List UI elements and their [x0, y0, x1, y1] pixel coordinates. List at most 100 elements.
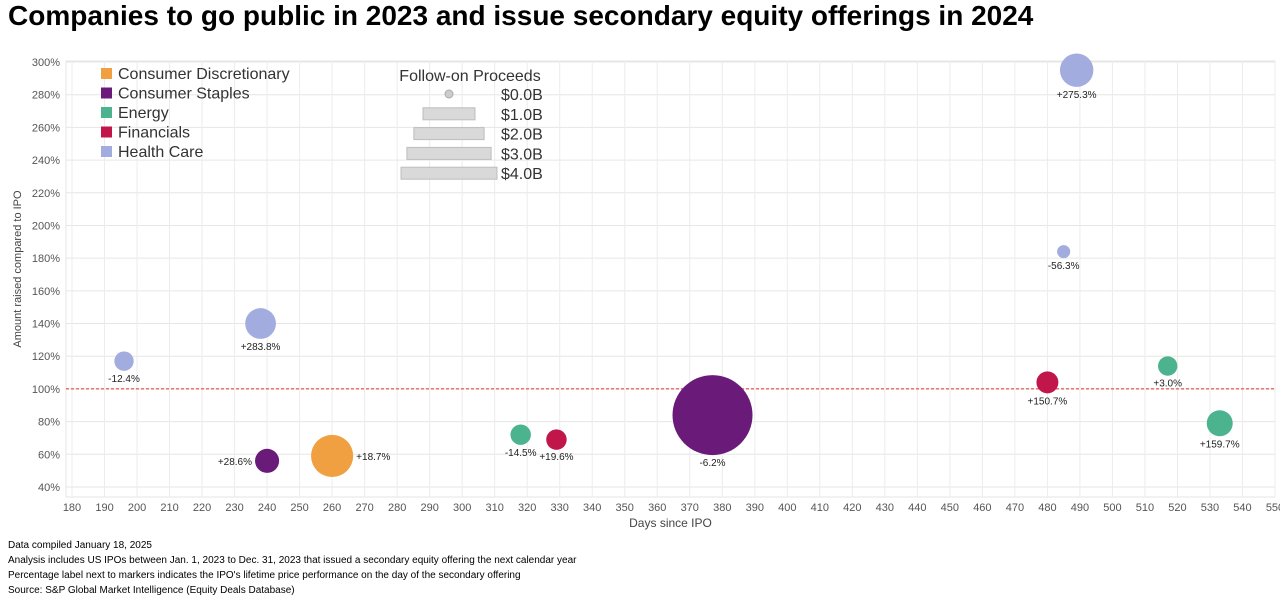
y-tick-label: 100% — [32, 384, 60, 396]
x-tick-label: 310 — [485, 502, 503, 514]
x-tick-label: 350 — [616, 502, 634, 514]
x-tick-label: 260 — [323, 502, 341, 514]
legend-swatch — [101, 126, 112, 138]
x-tick-label: 320 — [518, 502, 536, 514]
plot-frame — [65, 60, 1276, 498]
data-point-bubble — [1059, 53, 1094, 87]
x-tick-label: 280 — [388, 502, 406, 514]
data-label: +19.6% — [539, 452, 573, 463]
x-tick-label: 530 — [1201, 502, 1219, 514]
y-tick-label: 280% — [32, 90, 60, 102]
x-tick-label: 180 — [63, 502, 81, 514]
data-point-bubble — [1036, 371, 1059, 394]
x-tick-label: 360 — [648, 502, 666, 514]
size-legend-label: $0.0B — [501, 87, 543, 104]
note-date: Data compiled January 18, 2025 — [8, 540, 152, 551]
y-tick-label: 260% — [32, 122, 60, 134]
size-legend-marker — [400, 166, 498, 180]
x-tick-label: 540 — [1233, 502, 1251, 514]
y-tick-label: 240% — [32, 155, 60, 167]
y-tick-label: 180% — [32, 253, 60, 265]
legend-swatch — [101, 107, 112, 118]
data-label: -14.5% — [505, 448, 537, 459]
x-tick-label: 550 — [1266, 502, 1280, 514]
x-tick-label: 500 — [1103, 502, 1121, 514]
size-legend-label: $1.0B — [501, 107, 543, 124]
data-point-bubble — [1206, 410, 1233, 437]
data-label: +159.7% — [1200, 439, 1240, 450]
size-legend-marker — [406, 146, 492, 160]
size-legend-label: $3.0B — [501, 146, 543, 163]
y-tick-label: 120% — [32, 351, 60, 363]
legend-swatch — [101, 146, 112, 157]
data-label: +28.6% — [218, 457, 252, 468]
data-point-bubble — [546, 429, 567, 450]
data-label: +3.0% — [1153, 379, 1182, 390]
data-point-bubble — [311, 434, 354, 478]
data-label: -56.3% — [1048, 261, 1080, 272]
x-tick-label: 410 — [811, 502, 829, 514]
y-tick-label: 220% — [32, 188, 60, 200]
x-tick-label: 270 — [355, 502, 373, 514]
x-tick-label: 340 — [583, 502, 601, 514]
data-label: +275.3% — [1057, 90, 1097, 101]
data-point-bubble — [245, 308, 276, 339]
x-tick-label: 480 — [1038, 502, 1056, 514]
data-point-bubble — [1158, 356, 1178, 376]
legend-swatch — [101, 87, 112, 99]
x-tick-label: 440 — [908, 502, 926, 514]
x-tick-label: 370 — [681, 502, 699, 514]
note-label-explanation: Percentage label next to markers indicat… — [8, 570, 521, 581]
size-legend-marker — [422, 107, 476, 121]
legend-label: Consumer Discretionary — [118, 66, 290, 83]
x-tick-label: 210 — [160, 502, 178, 514]
legend-label: Financials — [118, 125, 190, 142]
data-point-bubble — [510, 424, 531, 445]
size-legend-label: $2.0B — [501, 127, 543, 144]
data-point-bubble — [672, 375, 753, 456]
data-label: +150.7% — [1028, 396, 1068, 407]
x-tick-label: 240 — [258, 502, 276, 514]
y-tick-label: 160% — [32, 286, 60, 298]
x-tick-label: 400 — [778, 502, 796, 514]
y-tick-label: 60% — [38, 449, 60, 461]
legend-swatch — [101, 68, 112, 79]
size-legend-marker — [444, 89, 454, 99]
x-tick-label: 520 — [1168, 502, 1186, 514]
data-label: +18.7% — [356, 452, 390, 463]
x-tick-label: 300 — [453, 502, 471, 514]
x-tick-label: 200 — [128, 502, 146, 514]
x-tick-label: 450 — [941, 502, 959, 514]
x-tick-label: 430 — [876, 502, 894, 514]
x-tick-label: 380 — [713, 502, 731, 514]
data-point-bubble — [114, 351, 134, 371]
x-tick-label: 470 — [1006, 502, 1024, 514]
note-scope: Analysis includes US IPOs between Jan. 1… — [8, 555, 577, 566]
y-tick-label: 80% — [38, 417, 60, 429]
y-tick-label: 140% — [32, 319, 60, 331]
chart-notes: Data compiled January 18, 2025 Analysis … — [8, 538, 577, 598]
x-tick-label: 250 — [290, 502, 308, 514]
data-label: -12.4% — [108, 374, 140, 385]
chart-title: Companies to go public in 2023 and issue… — [8, 0, 1034, 31]
x-tick-label: 510 — [1136, 502, 1154, 514]
legend-label: Consumer Staples — [118, 86, 250, 103]
x-tick-label: 230 — [225, 502, 243, 514]
data-label: +283.8% — [241, 342, 281, 353]
size-legend-title: Follow-on Proceeds — [399, 68, 540, 85]
x-tick-label: 330 — [551, 502, 569, 514]
y-tick-label: 300% — [32, 57, 60, 69]
x-tick-label: 190 — [95, 502, 113, 514]
x-tick-label: 490 — [1071, 502, 1089, 514]
size-legend-marker — [413, 127, 485, 141]
legend-label: Energy — [118, 105, 169, 122]
bubble-chart: 40% 60% 80% 100% 120% 140% 160% 180% 200% 220% 240… — [12, 53, 1280, 530]
x-axis-title: Days since IPO — [629, 516, 712, 530]
data-point-bubble — [1057, 245, 1071, 259]
x-tick-label: 460 — [973, 502, 991, 514]
x-tick-label: 220 — [193, 502, 211, 514]
x-tick-label: 390 — [746, 502, 764, 514]
y-tick-label: 40% — [38, 482, 60, 494]
y-axis-title: Amount raised compared to IPO — [12, 190, 24, 348]
x-tick-label: 420 — [843, 502, 861, 514]
